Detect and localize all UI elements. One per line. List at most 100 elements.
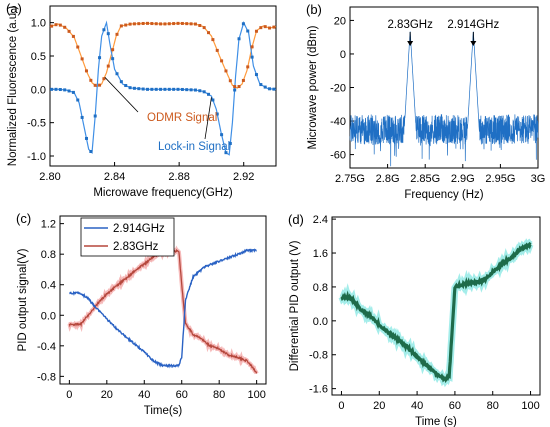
x-tick-label: 2.80 xyxy=(39,171,60,183)
odmr-data-point xyxy=(54,23,58,27)
lockin-data-point xyxy=(228,141,232,145)
x-tick-label: 60 xyxy=(449,400,461,412)
y-axis-label: Microwave power (dBm) xyxy=(307,25,319,149)
odmr-data-point xyxy=(128,22,132,26)
odmr-data-point xyxy=(146,21,150,25)
odmr-data-point xyxy=(228,79,232,83)
y-tick-label: 0.4 xyxy=(41,280,56,292)
odmr-data-point xyxy=(215,48,219,52)
lockin-data-point xyxy=(111,57,115,61)
lockin-data-point xyxy=(215,112,219,116)
odmr-data-point xyxy=(106,64,110,68)
lockin-data-point xyxy=(154,87,158,91)
odmr-data-point xyxy=(71,34,75,38)
x-tick-label: 2.88 xyxy=(168,171,189,183)
lockin-data-point xyxy=(71,90,75,94)
lockin-data-point xyxy=(189,88,193,92)
x-tick-label: 0 xyxy=(338,400,344,412)
lockin-data-point xyxy=(259,83,263,87)
lockin-data-point xyxy=(237,37,241,41)
panel-label: (b) xyxy=(306,2,322,17)
lockin-data-point xyxy=(233,88,237,92)
x-tick-label: 20 xyxy=(373,400,385,412)
lockin-data-point xyxy=(193,88,197,92)
odmr-data-point xyxy=(220,59,224,63)
pid-2914-trace xyxy=(69,248,257,369)
peak-arrow-head xyxy=(407,41,414,46)
lockin-data-point xyxy=(89,150,93,153)
peak-arrow-head xyxy=(470,41,477,46)
odmr-data-point xyxy=(115,32,119,36)
odmr-data-point xyxy=(202,26,206,30)
odmr-data-point xyxy=(180,21,184,25)
y-axis-label: Differential PID output (V) xyxy=(289,240,301,371)
odmr-data-point xyxy=(254,29,258,33)
lockin-data-point xyxy=(58,88,62,92)
odmr-data-point xyxy=(237,85,241,89)
x-tick-label: 80 xyxy=(487,400,499,412)
odmr-data-point xyxy=(63,25,67,29)
y-tick-label: 1.0 xyxy=(31,18,46,30)
lockin-data-point xyxy=(50,87,54,91)
lockin-data-point xyxy=(80,115,84,119)
x-axis-label: Time (s) xyxy=(415,416,457,427)
lockin-data-point xyxy=(207,92,211,96)
y-axis-label: PID output signal(V) xyxy=(17,248,29,351)
odmr-data-point xyxy=(259,26,263,30)
odmr-signal-annotation: ODMR Signal xyxy=(147,112,217,124)
lockin-data-point xyxy=(176,87,180,91)
odmr-data-point xyxy=(98,83,102,87)
y-axis-label: Normalized Fluorescence (a.u.) xyxy=(7,6,19,167)
lockin-data-point xyxy=(268,87,272,91)
odmr-data-point xyxy=(67,29,71,33)
x-tick-label: 100 xyxy=(247,389,265,401)
x-axis-label: Frequency (Hz) xyxy=(404,189,483,201)
lockin-data-point xyxy=(185,88,189,92)
x-tick-label: 80 xyxy=(213,389,225,401)
odmr-data-point xyxy=(159,22,163,26)
lockin-data-point xyxy=(119,80,123,84)
lockin-data-point xyxy=(146,87,150,91)
y-tick-label: 1.2 xyxy=(41,219,56,231)
odmr-annotation-pointer xyxy=(104,77,139,113)
lockin-data-point xyxy=(224,151,228,155)
lockin-data-point xyxy=(54,87,58,91)
odmr-data-point xyxy=(93,83,97,87)
lockin-data-point xyxy=(167,87,171,91)
lockin-data-point xyxy=(220,133,224,137)
odmr-data-point xyxy=(102,77,106,81)
differential-pid-trace xyxy=(340,241,532,384)
lockin-data-point xyxy=(211,98,215,102)
lockin-data-point xyxy=(67,89,71,93)
peak-label: 2.914GHz xyxy=(447,19,499,31)
y-tick-label: 0.0 xyxy=(313,316,328,328)
lockin-data-point xyxy=(172,87,176,91)
odmr-data-point xyxy=(241,78,245,82)
spectrum-trace xyxy=(349,31,539,167)
x-tick-label: 2.8G xyxy=(376,173,400,185)
y-tick-label: -1.6 xyxy=(309,384,328,396)
odmr-data-point xyxy=(167,22,171,26)
lockin-data-point xyxy=(115,72,119,76)
odmr-data-point xyxy=(154,22,158,26)
y-tick-label: 0.0 xyxy=(31,84,46,96)
panel-label: (a) xyxy=(6,1,22,16)
x-tick-label: 100 xyxy=(521,400,539,412)
lockin-data-point xyxy=(63,88,67,92)
odmr-data-point xyxy=(185,22,189,26)
odmr-data-point xyxy=(84,69,88,73)
x-tick-label: 2.95G xyxy=(485,173,515,185)
plot-frame xyxy=(59,215,267,385)
lockin-data-point xyxy=(202,90,206,94)
x-axis-label: Microwave frequency(GHz) xyxy=(93,187,232,199)
y-tick-label: -0.8 xyxy=(309,350,328,362)
odmr-data-point xyxy=(124,23,128,27)
odmr-data-point xyxy=(250,45,254,49)
lockin-data-point xyxy=(76,98,80,102)
lockin-annotation-pointer xyxy=(204,97,212,140)
x-tick-label: 40 xyxy=(138,389,150,401)
y-tick-label: -60 xyxy=(330,150,346,162)
x-tick-label: 2.92 xyxy=(233,171,254,183)
y-tick-label: -0.5 xyxy=(27,118,46,130)
lockin-fit-line xyxy=(50,20,277,156)
